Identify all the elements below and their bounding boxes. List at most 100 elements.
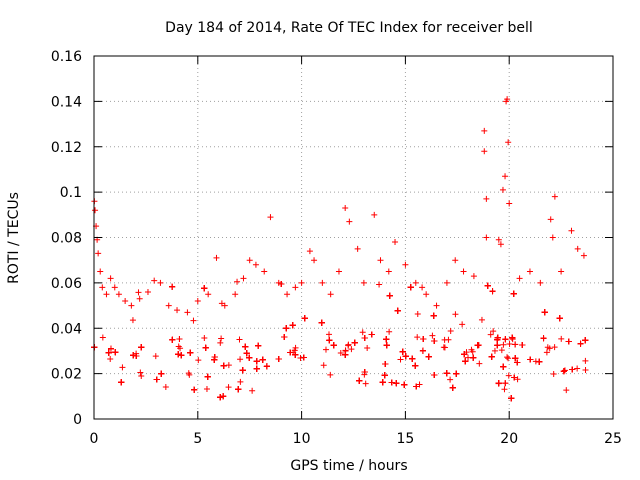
data-point [261,268,268,275]
data-point [407,284,414,291]
data-point [174,307,181,314]
data-point [234,278,241,285]
data-point [560,368,567,375]
data-point [502,336,509,343]
data-point [99,284,106,291]
data-point [504,354,511,361]
data-point [495,380,502,387]
data-point [419,347,426,354]
data-point [443,370,450,377]
data-point [462,358,469,365]
data-point [190,317,197,324]
y-tick-label: 0.04 [51,321,82,337]
data-point [225,384,232,391]
data-point [577,340,584,347]
data-point [122,298,129,305]
data-point [441,336,448,343]
data-point [354,245,361,252]
data-point [459,321,466,328]
data-point [504,96,511,103]
data-point [289,322,296,329]
data-point [259,356,266,363]
data-point [386,328,393,335]
data-point [558,335,565,342]
data-point [388,379,395,386]
data-point [319,279,326,286]
data-point [558,268,565,275]
data-point [138,373,145,380]
data-point [322,346,329,353]
data-point [191,386,198,393]
data-point [335,268,342,275]
data-point [483,234,490,241]
data-point [500,363,507,370]
data-point [318,319,325,326]
data-point [487,331,494,338]
data-point [177,345,184,352]
data-point [527,356,534,363]
data-point [275,356,282,363]
data-point [582,357,589,364]
data-point [175,351,182,358]
data-point [385,268,392,275]
data-point [461,351,468,358]
data-point [361,335,368,342]
data-point [220,362,227,369]
data-point [501,386,508,393]
data-point [393,380,400,387]
data-point [491,347,498,354]
data-point [119,364,126,371]
data-point [510,290,517,297]
data-point [133,353,140,360]
data-point [311,257,318,264]
data-point [449,384,456,391]
data-point [574,365,581,372]
data-point [253,358,260,365]
data-point [519,341,526,348]
data-point [325,331,332,338]
data-point [92,207,99,214]
data-point [549,234,556,241]
data-point [430,312,437,319]
data-point [447,327,454,334]
data-point [165,302,172,309]
data-point [377,257,384,264]
data-point [505,139,512,146]
data-point [452,257,459,264]
data-point [494,334,501,341]
data-point [292,284,299,291]
data-point [184,309,191,316]
data-point [563,387,570,394]
data-point [235,386,242,393]
data-point [287,349,294,356]
data-point [169,336,176,343]
data-point [320,362,327,369]
data-point [470,273,477,280]
chart-title: Day 184 of 2014, Rate Of TEC Index for r… [165,20,533,36]
data-point [516,275,523,282]
data-point [556,315,563,322]
data-point [157,279,164,286]
data-point [547,216,554,223]
data-point [532,358,539,365]
data-point [489,288,496,295]
data-point [95,250,102,257]
data-point [300,354,307,361]
data-point [225,362,232,369]
data-point [484,282,491,289]
data-point [153,376,160,383]
data-point [541,309,548,316]
data-point [481,127,488,134]
data-point [431,337,438,344]
data-point [399,348,406,355]
data-point [476,360,483,367]
data-point [178,352,185,359]
x-tick-label: 20 [500,431,518,447]
data-point [327,291,334,298]
data-point [413,383,420,390]
data-point [514,376,521,383]
data-point [568,227,575,234]
data-point [107,275,114,282]
data-point [495,236,502,243]
